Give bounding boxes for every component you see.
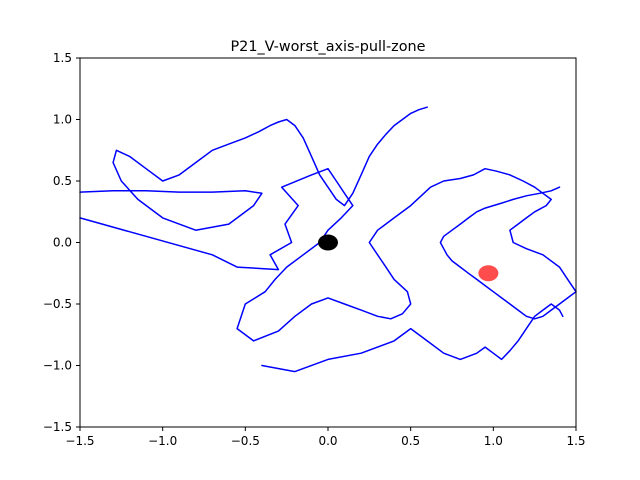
x-tick-label: 1.0 [484,434,503,448]
y-tick-label: −1.0 [43,359,72,373]
chart-title: P21_V-worst_axis-pull-zone [230,39,425,55]
x-tick-label: 0.0 [318,434,337,448]
x-tick-label: 0.5 [401,434,420,448]
x-axis: −1.5 −1.0 −0.5 0.0 0.5 1.0 1.5 [65,427,586,448]
x-tick-label: −1.5 [65,434,94,448]
trajectory-line-2 [79,106,428,231]
y-tick-label: 1.0 [53,113,72,127]
y-tick-label: 1.5 [53,51,72,65]
y-tick-label: −1.5 [43,420,72,434]
marker-layer [318,234,499,282]
y-tick-label: −0.5 [43,297,72,311]
y-axis: −1.5 −1.0 −0.5 0.0 0.5 1.0 1.5 [43,51,80,434]
x-tick-label: −0.5 [231,434,260,448]
trajectory-line-3 [261,303,564,373]
y-tick-label: 0.5 [53,174,72,188]
target-marker [478,265,499,282]
x-tick-label: 1.5 [566,434,585,448]
x-tick-label: −1.0 [148,434,177,448]
origin-marker [318,234,338,251]
y-tick-label: 0.0 [53,236,72,250]
